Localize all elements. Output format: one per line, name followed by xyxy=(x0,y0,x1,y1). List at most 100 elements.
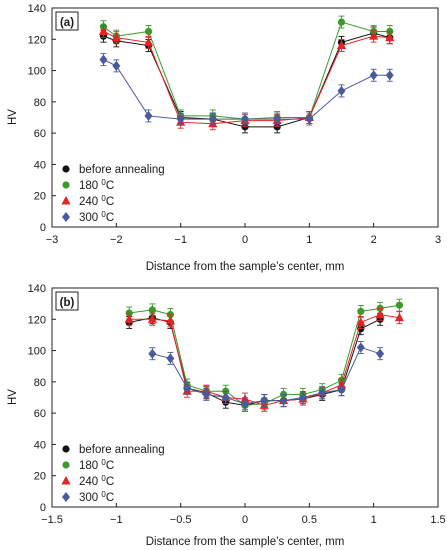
data-point xyxy=(241,114,249,125)
data-point xyxy=(124,314,134,323)
legend-label: 180 0C xyxy=(79,458,114,472)
y-tick-label: 100 xyxy=(28,66,46,78)
data-point xyxy=(98,26,109,35)
data-point xyxy=(143,37,154,46)
legend-label: 300 0C xyxy=(79,210,114,224)
y-tick-label: 40 xyxy=(34,159,46,171)
data-point xyxy=(183,383,192,394)
legend-item: 240 0C xyxy=(61,474,114,488)
legend-label: 240 0C xyxy=(79,474,114,488)
data-point xyxy=(273,114,282,125)
data-point xyxy=(260,395,269,406)
panel-label-box xyxy=(55,291,79,311)
x-tick-label: 2 xyxy=(371,234,377,246)
data-point xyxy=(279,395,288,406)
series xyxy=(98,25,395,131)
x-tick-label: −1.5 xyxy=(41,514,63,526)
data-point xyxy=(357,307,365,316)
data-point xyxy=(369,70,378,81)
legend-item: 240 0C xyxy=(61,194,114,208)
y-tick-label: 140 xyxy=(28,283,46,295)
data-point xyxy=(395,301,403,309)
x-tick-label: 1 xyxy=(371,514,377,526)
data-point xyxy=(241,398,249,409)
y-tick-label: 120 xyxy=(28,314,46,326)
panel-label: (b) xyxy=(60,297,75,309)
data-point xyxy=(221,392,230,403)
x-tick-label: 1 xyxy=(306,234,312,246)
legend-item: 180 0C xyxy=(62,178,114,192)
legend-label: 180 0C xyxy=(79,178,114,192)
panel-b: (b) 0 20 40 60 80 100 120 140 −1.5 −1 −0.5 0 0.5 1 1.… xyxy=(7,283,446,548)
data-point xyxy=(148,306,156,314)
data-point xyxy=(61,196,71,205)
y-tick-label: 0 xyxy=(40,502,46,514)
legend-item: 300 0C xyxy=(62,210,114,224)
y-axis: 0 20 40 60 80 100 120 140 xyxy=(28,283,56,514)
series-layer xyxy=(124,298,404,412)
legend-label: 240 0C xyxy=(79,194,114,208)
x-axis: −1.5 −1 −0.5 0 0.5 1 1.5 xyxy=(41,503,446,526)
data-point xyxy=(111,32,121,42)
data-point xyxy=(337,384,346,395)
legend: before annealing 180 0C 240 0C 300 0C xyxy=(61,444,165,504)
legend: before annealing 180 0C 240 0C 300 0C xyxy=(61,164,165,224)
y-tick-label: 60 xyxy=(34,408,46,420)
data-point xyxy=(176,114,185,125)
data-point xyxy=(298,392,307,403)
data-point xyxy=(166,353,175,364)
y-tick-label: 140 xyxy=(28,3,46,15)
legend-item: before annealing xyxy=(62,444,165,456)
x-tick-label: −1 xyxy=(174,234,187,246)
legend-label: 300 0C xyxy=(79,490,114,504)
y-tick-label: 80 xyxy=(34,97,46,109)
data-point xyxy=(148,348,157,359)
data-point xyxy=(61,476,71,485)
x-tick-label: −0.5 xyxy=(170,514,192,526)
y-tick-label: 60 xyxy=(34,128,46,140)
data-point xyxy=(356,342,365,353)
data-point xyxy=(62,492,70,502)
data-point xyxy=(385,32,395,42)
x-axis: −3 −2 −1 0 1 2 3 xyxy=(46,223,441,246)
x-tick-label: 1.5 xyxy=(430,514,445,526)
panel-label: (a) xyxy=(60,17,74,29)
data-point xyxy=(305,114,314,125)
y-tick-label: 20 xyxy=(34,471,46,483)
data-point xyxy=(147,314,157,323)
y-axis: 0 20 40 60 80 100 120 140 xyxy=(28,3,56,234)
y-tick-label: 20 xyxy=(34,191,46,203)
x-tick-label: 0 xyxy=(242,514,248,526)
y-tick-label: 40 xyxy=(34,439,46,451)
data-point xyxy=(62,181,70,189)
x-tick-label: 3 xyxy=(435,234,441,246)
data-point xyxy=(62,445,70,453)
data-point xyxy=(208,114,217,125)
x-tick-label: 0 xyxy=(242,234,248,246)
y-axis-title: HV xyxy=(7,109,19,125)
series-layer xyxy=(98,15,395,134)
legend-item: before annealing xyxy=(62,164,165,176)
data-point xyxy=(385,70,394,81)
x-axis-title: Distance from the sample’s center, mm xyxy=(146,261,345,273)
data-point xyxy=(144,27,153,36)
data-point xyxy=(376,348,385,359)
data-point xyxy=(375,309,385,319)
data-point xyxy=(99,54,108,65)
y-tick-label: 0 xyxy=(40,222,46,234)
x-tick-label: −3 xyxy=(46,234,59,246)
legend-label: before annealing xyxy=(79,444,165,456)
data-point xyxy=(369,31,379,40)
data-point xyxy=(318,387,327,398)
panel-label-box xyxy=(55,11,79,31)
series xyxy=(99,53,394,126)
series xyxy=(125,311,384,412)
data-point xyxy=(62,165,70,173)
data-point xyxy=(337,85,346,96)
y-tick-label: 100 xyxy=(28,346,46,358)
x-tick-label: 0.5 xyxy=(302,514,317,526)
data-point xyxy=(62,212,70,222)
legend-item: 180 0C xyxy=(62,458,114,472)
x-tick-label: −2 xyxy=(110,234,123,246)
data-point xyxy=(394,312,404,322)
